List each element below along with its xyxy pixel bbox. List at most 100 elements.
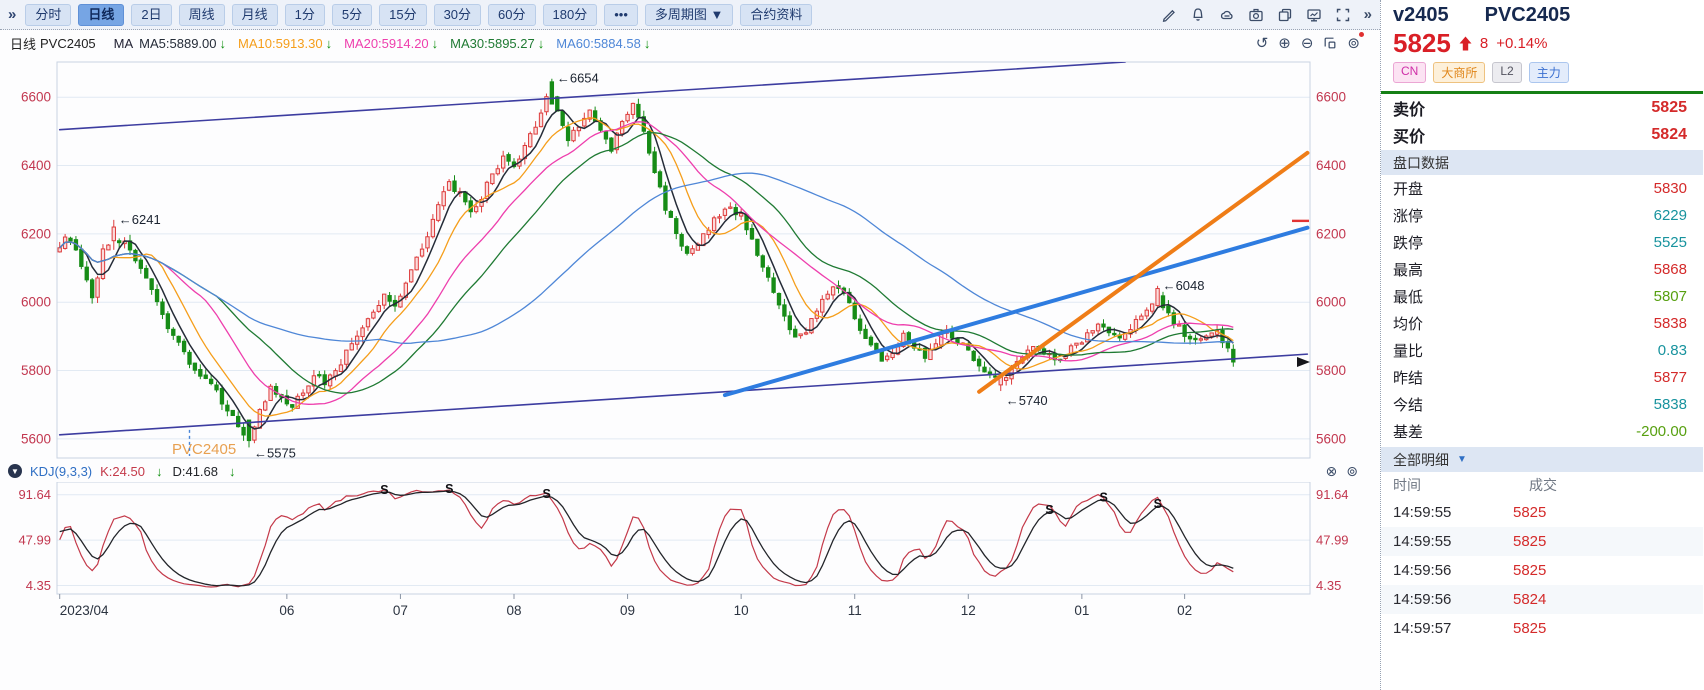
svg-text:5600: 5600 bbox=[1316, 431, 1346, 446]
toolbar-right-icons: » bbox=[1161, 7, 1372, 23]
kdj-header: ▼ KDJ(9,3,3) K:24.50 ↓ D:41.68 ↓ ⊗ ⊚ bbox=[0, 460, 1380, 482]
detail-caret-icon: ▼ bbox=[1457, 454, 1467, 465]
monitor-icon[interactable] bbox=[1306, 7, 1322, 23]
chart-symbol-label: PVC2405 bbox=[40, 35, 96, 51]
quote-field-row: 昨结 5877 bbox=[1393, 369, 1687, 387]
period-toolbar: » 分时 日线 2日 周线 月线 1分 5分 15分 30分 60分 180分 ••• 多周期图 ▼ 合约… bbox=[0, 0, 1380, 30]
tag-主力: 主力 bbox=[1528, 62, 1569, 83]
bell-icon[interactable] bbox=[1190, 7, 1206, 23]
cloud-icon[interactable] bbox=[1219, 7, 1235, 23]
ma-legend-item-ma30: MA30:5895.27 ↓ bbox=[450, 35, 545, 51]
svg-text:09: 09 bbox=[620, 603, 635, 618]
period-button-30分[interactable]: 30分 bbox=[433, 3, 482, 26]
period-button-分时[interactable]: 分时 bbox=[25, 3, 72, 26]
period-button-2日[interactable]: 2日 bbox=[131, 3, 172, 26]
detail-section-header[interactable]: 全部明细 ▼ bbox=[1381, 447, 1703, 472]
contract-tags: CN 大商所 L2 主力 bbox=[1393, 62, 1693, 83]
window-icon[interactable] bbox=[1323, 36, 1337, 50]
svg-text:5800: 5800 bbox=[21, 363, 51, 378]
toolbar-collapse-icon[interactable]: » bbox=[8, 6, 17, 23]
period-button-多周期图[interactable]: 多周期图 ▼ bbox=[644, 3, 734, 26]
quote-field-row: 最高 5868 bbox=[1393, 261, 1687, 279]
ma-legend-item-ma10: MA10:5913.30 ↓ bbox=[238, 35, 333, 51]
tag-大商所: 大商所 bbox=[1433, 62, 1486, 83]
svg-text:10: 10 bbox=[734, 603, 749, 618]
ma-legend-label: MA bbox=[113, 35, 134, 51]
copy-icon[interactable] bbox=[1277, 7, 1293, 23]
kdj-collapse-icon[interactable]: ▼ bbox=[8, 464, 22, 478]
bid-row: 买价 5824 bbox=[1381, 121, 1703, 148]
quote-header: v2405 PVC2405 5825 8 +0.14% CN 大商所 L2 主力 bbox=[1381, 0, 1703, 83]
svg-text:6400: 6400 bbox=[1316, 158, 1346, 173]
quote-field-row: 量比 0.83 bbox=[1393, 342, 1687, 360]
svg-text:5800: 5800 bbox=[1316, 363, 1346, 378]
svg-text:6600: 6600 bbox=[21, 90, 51, 105]
chart-period-label: 日线 bbox=[10, 36, 37, 52]
svg-text:6000: 6000 bbox=[21, 295, 51, 310]
zoom-out-icon[interactable]: ⊖ bbox=[1300, 35, 1314, 52]
quote-field-row: 均价 5838 bbox=[1393, 315, 1687, 333]
period-button-180分[interactable]: 180分 bbox=[542, 3, 598, 26]
ma-legend-item-ma60: MA60:5884.58 ↓ bbox=[556, 35, 651, 51]
svg-text:91.64: 91.64 bbox=[1316, 487, 1349, 502]
ma-down-arrow-icon: ↓ bbox=[219, 35, 227, 51]
trade-row: 14:59:55 5825 bbox=[1393, 504, 1547, 521]
pencil-icon[interactable] bbox=[1161, 7, 1177, 23]
period-button-合约资料[interactable]: 合约资料 bbox=[740, 3, 813, 26]
svg-text:PVC2405: PVC2405 bbox=[172, 441, 236, 458]
svg-text:5600: 5600 bbox=[21, 431, 51, 446]
zoom-in-icon[interactable]: ⊕ bbox=[1278, 35, 1291, 52]
trade-table-header: 时间 成交 bbox=[1381, 472, 1703, 498]
close-indicator-icon[interactable]: ⊗ bbox=[1325, 462, 1338, 479]
quote-field-row: 今结 5838 bbox=[1393, 396, 1687, 414]
svg-text:07: 07 bbox=[393, 603, 408, 618]
period-button-5分[interactable]: 5分 bbox=[331, 3, 373, 26]
svg-text:47.99: 47.99 bbox=[18, 533, 51, 548]
period-button-日线[interactable]: 日线 bbox=[78, 3, 125, 26]
quote-field-row: 涨停 6229 bbox=[1393, 207, 1687, 225]
trade-row: 14:59:56 5825 bbox=[1393, 562, 1547, 579]
chart-tool-icons: ↺ ⊕ ⊖ ⊚ bbox=[1255, 32, 1364, 52]
svg-text:6400: 6400 bbox=[21, 158, 51, 173]
camera-icon[interactable] bbox=[1248, 7, 1264, 23]
gear-icon[interactable]: ⊚ bbox=[1347, 32, 1364, 52]
up-arrow-icon bbox=[1459, 36, 1472, 50]
undo-icon[interactable]: ↺ bbox=[1255, 35, 1269, 52]
bid-price: 5824 bbox=[1651, 125, 1687, 143]
svg-text:←6048: ←6048 bbox=[1163, 278, 1205, 293]
period-button-•••[interactable]: ••• bbox=[604, 3, 638, 26]
ask-row: 卖价 5825 bbox=[1381, 94, 1703, 121]
kdj-pane-icons: ⊗ ⊚ bbox=[1326, 463, 1358, 480]
chevrons-icon[interactable]: » bbox=[1363, 6, 1372, 23]
kdj-indicator-chart[interactable]: 91.64 91.64 47.99 47.99 4.35 4.35 S S S S S S 2023/0… bbox=[0, 482, 1380, 624]
trade-list: 14:59:55 5825 14:59:55 5825 14:59:56 5825 14:5… bbox=[1381, 498, 1703, 643]
period-button-周线[interactable]: 周线 bbox=[178, 3, 225, 26]
main-price-chart[interactable]: 6600 6600 6400 6400 6200 6200 6000 6000 5800 5800… bbox=[0, 56, 1380, 460]
ma-down-arrow-icon: ↓ bbox=[643, 35, 651, 51]
period-button-15分[interactable]: 15分 bbox=[379, 3, 427, 26]
svg-text:←5575: ←5575 bbox=[254, 445, 296, 460]
svg-text:←6241: ←6241 bbox=[119, 212, 161, 227]
price-change-percent: +0.14% bbox=[1496, 34, 1548, 52]
tag-CN: CN bbox=[1393, 62, 1427, 83]
svg-text:6600: 6600 bbox=[1316, 90, 1346, 105]
svg-text:6000: 6000 bbox=[1316, 295, 1346, 310]
tag-L2: L2 bbox=[1492, 62, 1522, 83]
pankou-fields: 开盘 5830 涨停 6229 跌停 5525 最高 5868 最低 5807 均价 5838 量比 0.… bbox=[1381, 175, 1703, 445]
period-button-月线[interactable]: 月线 bbox=[231, 3, 278, 26]
ask-label: 卖价 bbox=[1393, 101, 1426, 119]
fullscreen-icon[interactable] bbox=[1335, 7, 1351, 23]
period-button-1分[interactable]: 1分 bbox=[284, 3, 325, 26]
k-down-arrow-icon: ↓ bbox=[155, 463, 163, 479]
ask-price: 5825 bbox=[1651, 98, 1687, 116]
svg-text:12: 12 bbox=[961, 603, 976, 618]
ma-legend-item-ma5: MA5:5889.00 ↓ bbox=[139, 35, 227, 51]
indicator-settings-icon[interactable]: ⊚ bbox=[1346, 462, 1358, 479]
price-change: 8 bbox=[1479, 34, 1489, 52]
trade-row: 14:59:56 5824 bbox=[1381, 585, 1703, 614]
quote-field-row: 基差 -200.00 bbox=[1393, 423, 1687, 441]
svg-text:←5740: ←5740 bbox=[1006, 393, 1048, 408]
period-button-60分[interactable]: 60分 bbox=[488, 3, 536, 26]
svg-text:06: 06 bbox=[279, 603, 294, 618]
